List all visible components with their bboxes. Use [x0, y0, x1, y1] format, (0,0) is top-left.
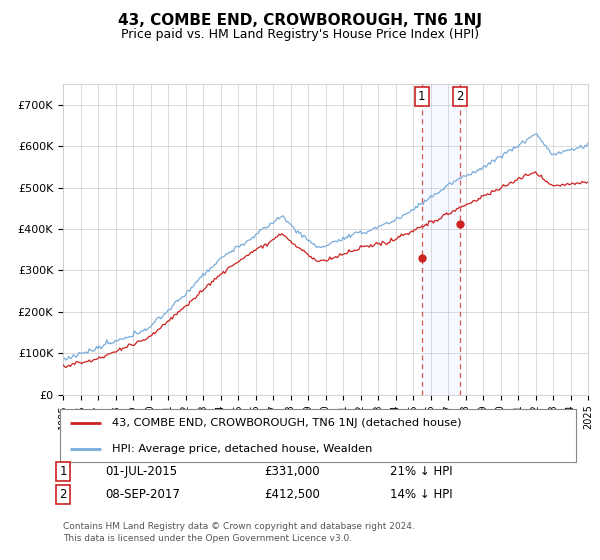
Text: 2: 2: [59, 488, 67, 501]
Text: 2: 2: [456, 90, 463, 103]
Text: HPI: Average price, detached house, Wealden: HPI: Average price, detached house, Weal…: [112, 444, 372, 454]
Text: Price paid vs. HM Land Registry's House Price Index (HPI): Price paid vs. HM Land Registry's House …: [121, 28, 479, 41]
Text: 01-JUL-2015: 01-JUL-2015: [105, 465, 177, 478]
Text: Contains HM Land Registry data © Crown copyright and database right 2024.
This d: Contains HM Land Registry data © Crown c…: [63, 522, 415, 543]
Text: £412,500: £412,500: [264, 488, 320, 501]
Text: 08-SEP-2017: 08-SEP-2017: [105, 488, 180, 501]
Text: 43, COMBE END, CROWBOROUGH, TN6 1NJ: 43, COMBE END, CROWBOROUGH, TN6 1NJ: [118, 13, 482, 29]
Text: 1: 1: [59, 465, 67, 478]
Text: £331,000: £331,000: [264, 465, 320, 478]
Text: 1: 1: [418, 90, 425, 103]
Text: 14% ↓ HPI: 14% ↓ HPI: [390, 488, 452, 501]
Bar: [422, 84, 460, 395]
Text: 21% ↓ HPI: 21% ↓ HPI: [390, 465, 452, 478]
Text: 43, COMBE END, CROWBOROUGH, TN6 1NJ (detached house): 43, COMBE END, CROWBOROUGH, TN6 1NJ (det…: [112, 418, 461, 428]
